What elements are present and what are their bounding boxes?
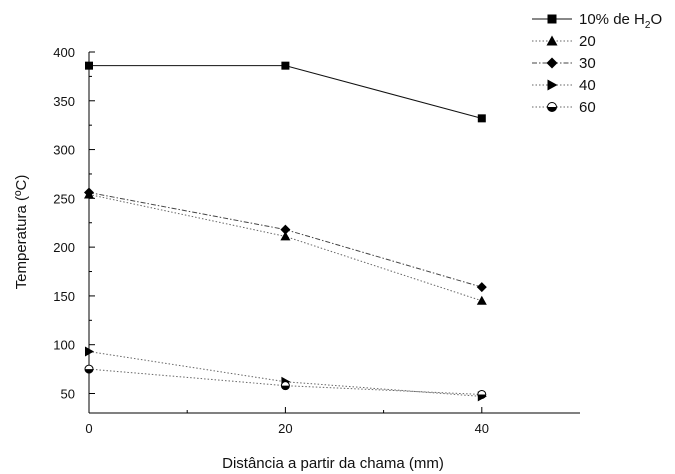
- data-point-marker: [85, 61, 93, 70]
- y-ticks: 50 100 150 200 250 300 350 400: [53, 45, 95, 401]
- legend-marker: [546, 35, 558, 46]
- legend-label: 10% de H2O: [579, 11, 662, 31]
- data-point-marker: [477, 389, 487, 399]
- series-line: [88, 351, 482, 397]
- y-tick-label: 350: [53, 94, 75, 109]
- legend-item: 20: [532, 33, 596, 50]
- data-point-marker: [476, 295, 487, 305]
- x-tick-label: 40: [475, 421, 489, 436]
- data-point-marker: [280, 231, 291, 241]
- y-tick-label: 150: [53, 289, 75, 304]
- y-tick-label: 250: [53, 191, 75, 206]
- legend-marker: [547, 79, 558, 91]
- legend-marker: [547, 102, 557, 112]
- y-tick-label: 200: [53, 240, 75, 255]
- data-point-marker: [280, 224, 291, 235]
- data-point-marker: [84, 364, 94, 374]
- y-tick-label: 300: [53, 143, 75, 158]
- legend-label: 20: [579, 33, 596, 50]
- x-tick-label: 0: [85, 421, 92, 436]
- y-axis-label: Temperatura (ºC): [13, 175, 30, 290]
- data-point-marker: [84, 187, 94, 198]
- legend-item: 40: [532, 77, 596, 94]
- data-point-marker: [476, 282, 487, 293]
- series-line: [89, 65, 482, 119]
- data-point-marker: [281, 61, 290, 70]
- data-point-marker: [85, 346, 94, 357]
- series-markers: [84, 61, 487, 402]
- legend-marker: [547, 14, 557, 24]
- legend-label: 30: [579, 55, 596, 72]
- chart-axes: [88, 52, 580, 414]
- legend-marker: [546, 57, 558, 69]
- data-point-marker: [280, 381, 290, 391]
- legend-item: 30: [532, 55, 596, 72]
- y-tick-label: 400: [53, 45, 75, 60]
- legend-item: 10% de H2O: [532, 11, 662, 31]
- y-tick-label: 50: [61, 386, 75, 401]
- data-point-marker: [477, 114, 486, 123]
- x-tick-label: 20: [278, 421, 292, 436]
- y-tick-label: 100: [53, 338, 75, 353]
- x-ticks: 0 20 40: [85, 407, 489, 436]
- series-line: [88, 193, 482, 302]
- x-axis-label: Distância a partir da chama (mm): [222, 455, 444, 472]
- legend-label: 60: [579, 99, 596, 116]
- legend-label: 40: [579, 77, 596, 94]
- legend-item: 60: [532, 99, 596, 116]
- legend: 10% de H2O 20 30 40 60: [532, 11, 662, 116]
